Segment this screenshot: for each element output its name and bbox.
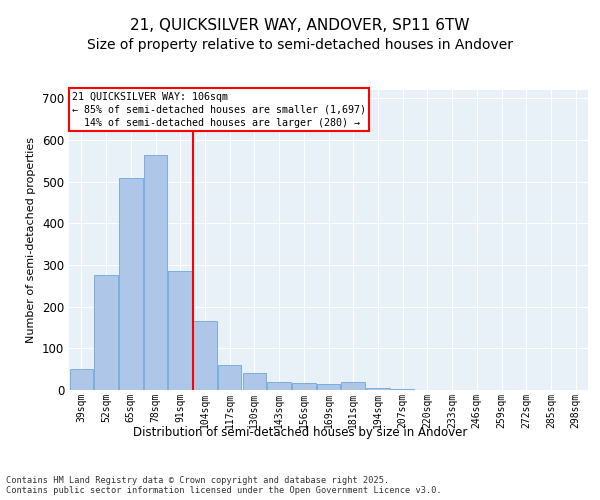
Bar: [218, 365, 241, 390]
Bar: [341, 382, 365, 390]
Bar: [366, 388, 389, 390]
Bar: [317, 384, 340, 390]
Bar: [242, 374, 266, 390]
Bar: [169, 271, 192, 390]
Bar: [268, 382, 291, 390]
Bar: [119, 178, 143, 390]
Text: 21 QUICKSILVER WAY: 106sqm
← 85% of semi-detached houses are smaller (1,697)
  1: 21 QUICKSILVER WAY: 106sqm ← 85% of semi…: [71, 92, 365, 128]
Y-axis label: Number of semi-detached properties: Number of semi-detached properties: [26, 137, 37, 343]
Text: Size of property relative to semi-detached houses in Andover: Size of property relative to semi-detach…: [87, 38, 513, 52]
Bar: [391, 389, 415, 390]
Bar: [292, 382, 316, 390]
Bar: [144, 154, 167, 390]
Bar: [193, 322, 217, 390]
Text: 21, QUICKSILVER WAY, ANDOVER, SP11 6TW: 21, QUICKSILVER WAY, ANDOVER, SP11 6TW: [130, 18, 470, 32]
Text: Distribution of semi-detached houses by size in Andover: Distribution of semi-detached houses by …: [133, 426, 467, 439]
Text: Contains HM Land Registry data © Crown copyright and database right 2025.
Contai: Contains HM Land Registry data © Crown c…: [6, 476, 442, 495]
Bar: [70, 369, 93, 390]
Bar: [94, 276, 118, 390]
